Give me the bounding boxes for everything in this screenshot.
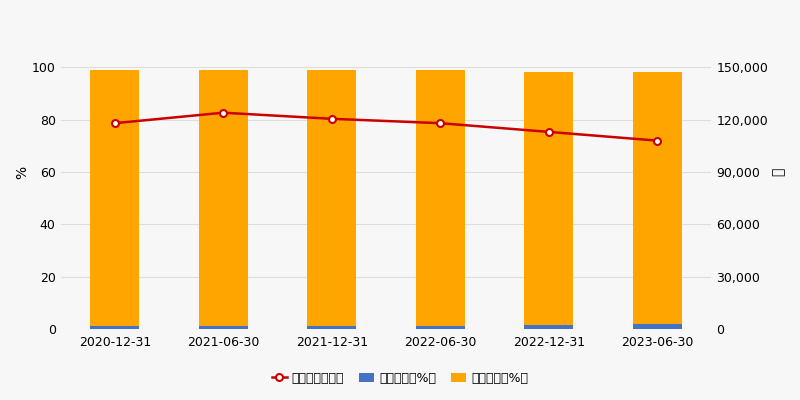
Bar [416,70,465,329]
Bar [633,72,682,329]
Bar [199,326,248,329]
投资人数（人） [110,121,119,126]
投资人数（人） [544,130,554,134]
投资人数（人） [218,110,228,115]
Bar [416,326,465,329]
Legend: 投资人数（人）, 机构占比（%）, 个人占比（%）: 投资人数（人）, 机构占比（%）, 个人占比（%） [266,367,534,390]
投资人数（人） [435,121,445,126]
Bar [524,72,573,329]
Bar [199,70,248,329]
Line: 投资人数（人）: 投资人数（人） [111,109,661,144]
Y-axis label: %: % [15,166,29,178]
Bar [524,325,573,329]
Bar [307,70,356,329]
Bar [307,326,356,329]
投资人数（人） [653,138,662,143]
Y-axis label: 人: 人 [771,168,785,176]
Bar [90,326,139,329]
Bar [633,324,682,329]
投资人数（人） [327,116,337,121]
Bar [90,70,139,329]
